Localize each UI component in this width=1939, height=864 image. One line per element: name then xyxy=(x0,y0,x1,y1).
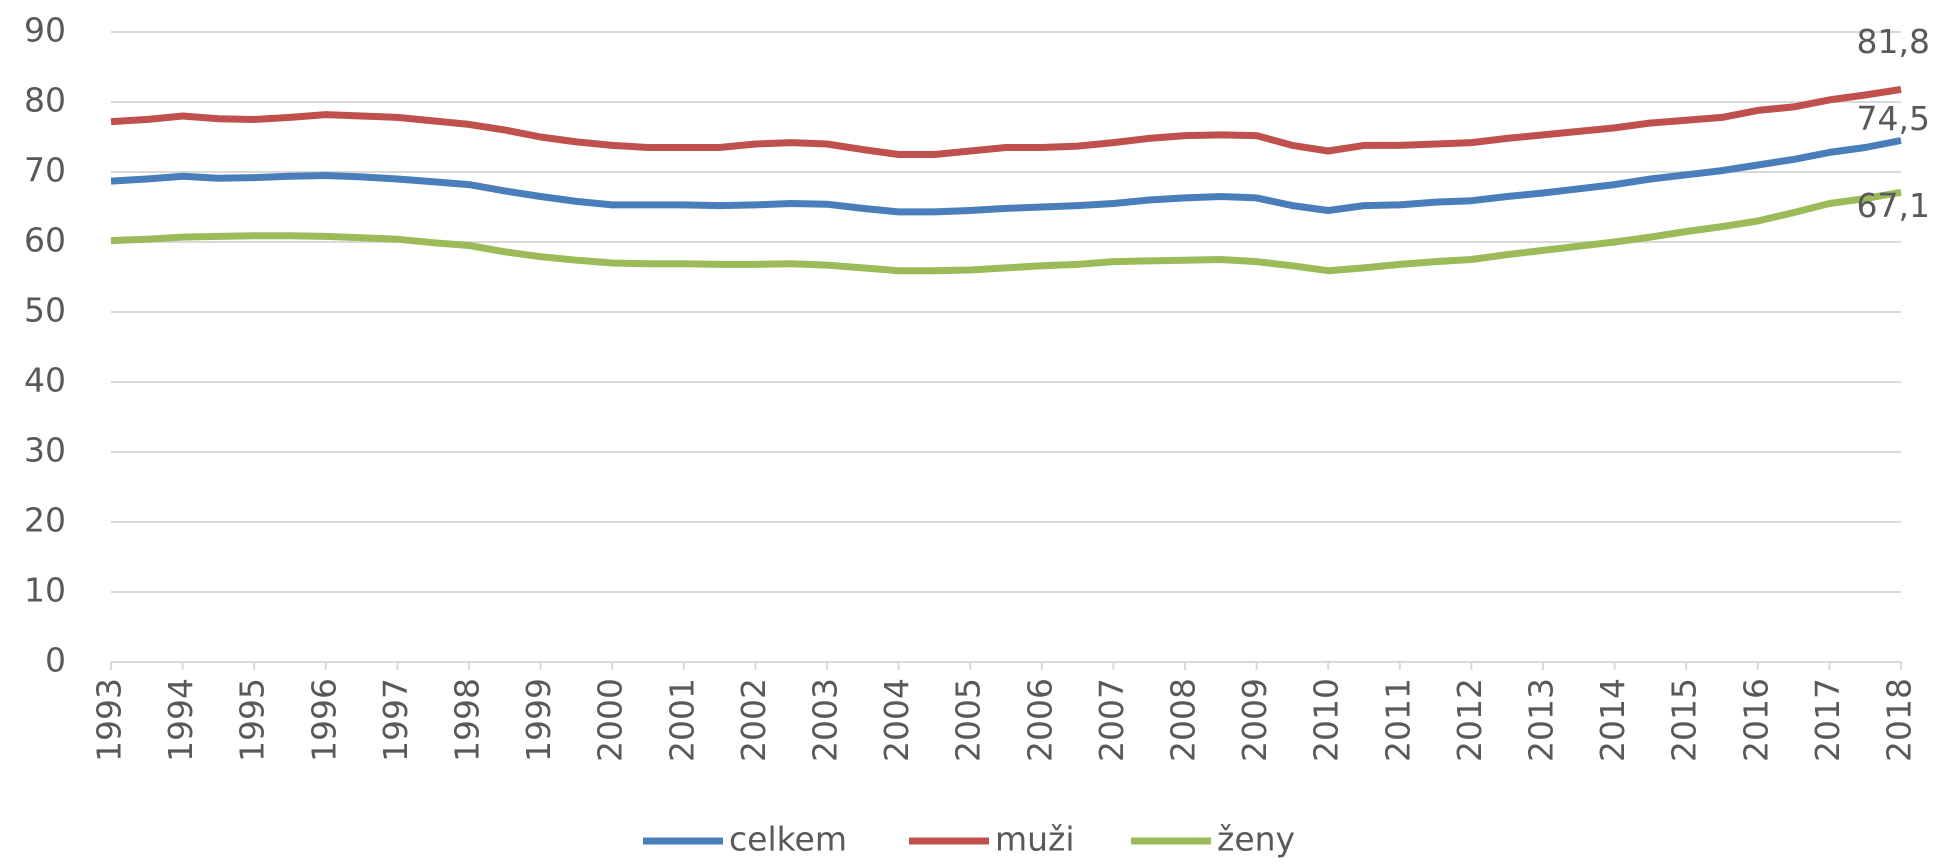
x-tick-label: 2008 xyxy=(1164,678,1203,762)
x-tick-label: 1995 xyxy=(233,678,272,762)
x-tick-label: 2014 xyxy=(1593,678,1632,762)
y-tick-label: 70 xyxy=(24,151,66,190)
y-tick-label: 40 xyxy=(24,361,66,400)
x-tick-label: 2004 xyxy=(877,678,916,762)
y-tick-label: 10 xyxy=(24,571,66,610)
x-tick-label: 2009 xyxy=(1235,678,1274,762)
x-tick-label: 2007 xyxy=(1092,678,1131,762)
x-tick-label: 2018 xyxy=(1880,678,1919,762)
y-tick-label: 30 xyxy=(24,431,66,470)
x-tick-label: 2005 xyxy=(949,678,988,762)
x-tick-label: 2000 xyxy=(591,678,630,762)
x-tick-label: 1993 xyxy=(90,678,129,762)
y-tick-label: 20 xyxy=(24,501,66,540)
x-tick-label: 2010 xyxy=(1307,678,1346,762)
x-tick-label: 2006 xyxy=(1020,678,1059,762)
legend-label: muži xyxy=(995,820,1075,859)
y-tick-label: 50 xyxy=(24,291,66,330)
x-tick-label: 2002 xyxy=(734,678,773,762)
x-tick-label: 2012 xyxy=(1450,678,1489,762)
x-tick-label: 1996 xyxy=(304,678,343,762)
x-tick-label: 1994 xyxy=(161,678,200,762)
x-tick-label: 1999 xyxy=(519,678,558,762)
series-line xyxy=(110,137,1902,216)
legend-label: celkem xyxy=(729,820,847,859)
x-tick-label: 1998 xyxy=(448,678,487,762)
y-tick-label: 90 xyxy=(24,11,66,50)
x-tick-label: 2015 xyxy=(1665,678,1704,762)
x-tick-label: 2001 xyxy=(662,678,701,762)
data-label: 81,8 xyxy=(1857,22,1930,61)
x-tick-label: 2011 xyxy=(1378,678,1417,762)
y-tick-label: 0 xyxy=(45,641,66,680)
x-tick-label: 1997 xyxy=(376,678,415,762)
legend-label: ženy xyxy=(1217,820,1295,859)
x-tick-label: 2003 xyxy=(806,678,845,762)
x-tick-label: 2013 xyxy=(1522,678,1561,762)
x-tick-label: 2016 xyxy=(1736,678,1775,762)
y-tick-label: 80 xyxy=(24,81,66,120)
series-line xyxy=(110,188,1902,275)
series-line xyxy=(110,85,1902,158)
y-tick-label: 60 xyxy=(24,221,66,260)
x-tick-label: 2017 xyxy=(1808,678,1847,762)
data-label: 74,5 xyxy=(1857,99,1930,138)
data-label: 67,1 xyxy=(1857,186,1930,225)
